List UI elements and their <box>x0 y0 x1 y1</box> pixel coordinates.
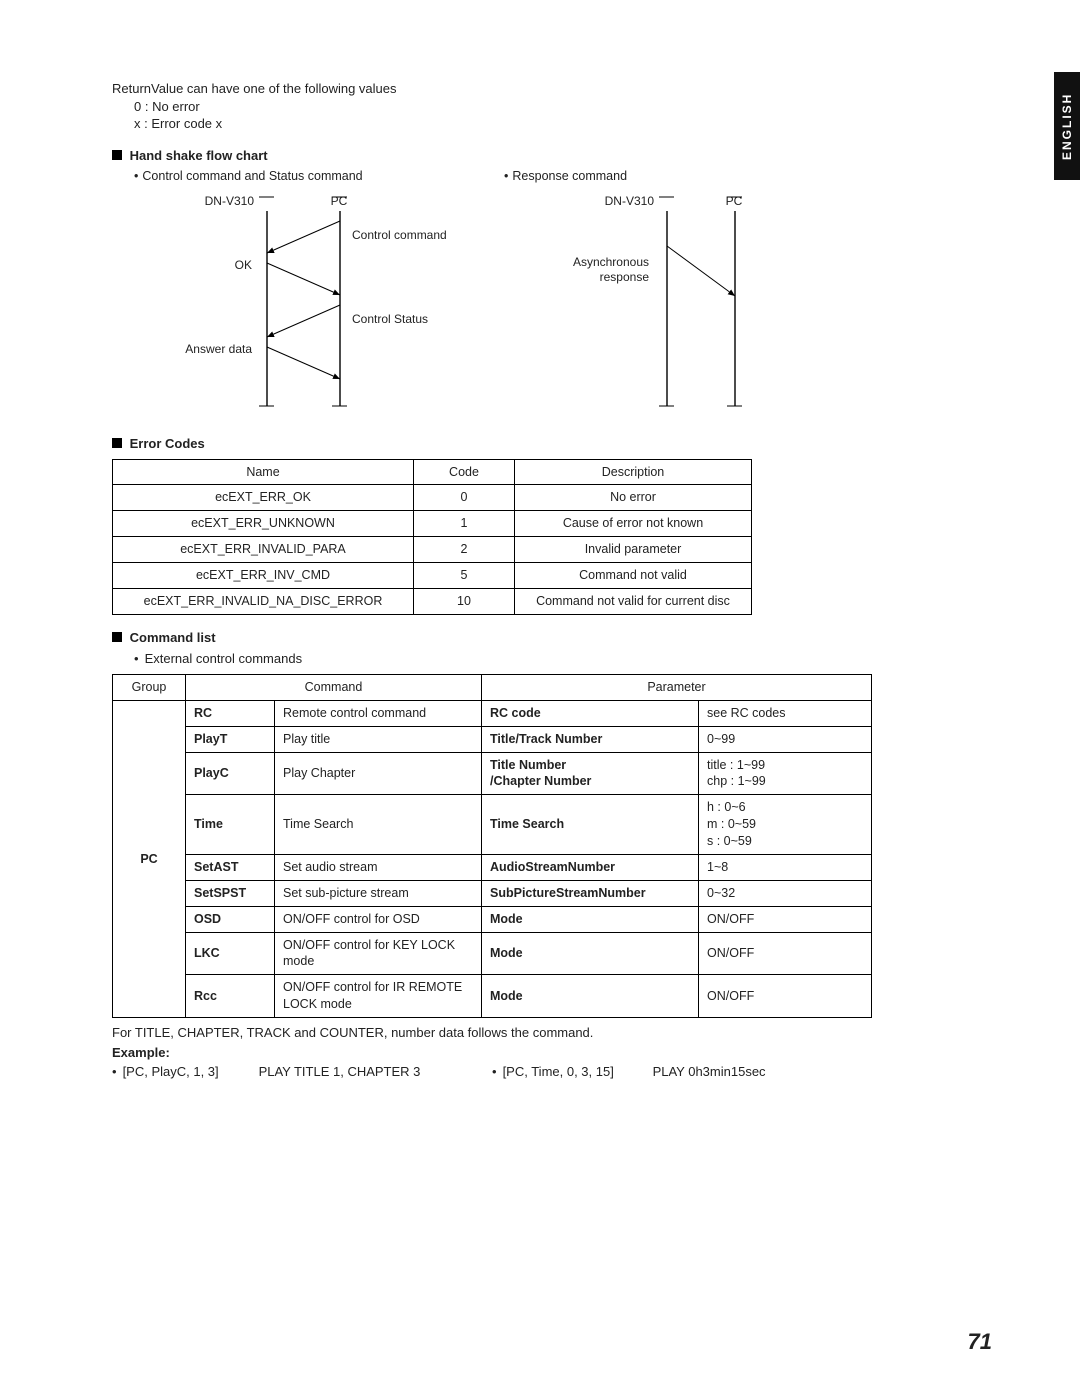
return-value-intro: ReturnValue can have one of the followin… <box>112 80 992 98</box>
table-row: PC RC Remote control command RC code see… <box>113 700 872 726</box>
col-group: Group <box>113 674 186 700</box>
hs-left-bullet: Control command and Status command <box>142 169 362 183</box>
table-row: SetSPST Set sub-picture stream SubPictur… <box>113 880 872 906</box>
section-handshake-label: Hand shake flow chart <box>130 148 268 163</box>
svg-text:Asynchronous: Asynchronous <box>573 255 649 269</box>
table-row: ecEXT_ERR_OK0No error <box>113 485 752 511</box>
svg-text:Control Status: Control Status <box>352 312 428 326</box>
language-tab: ENGLISH <box>1054 72 1080 180</box>
table-row: Group Command Parameter <box>113 674 872 700</box>
table-row: Rcc ON/OFF control for IR REMOTE LOCK mo… <box>113 975 872 1018</box>
col-command: Command <box>186 674 482 700</box>
example-left-desc: PLAY TITLE 1, CHAPTER 3 <box>259 1063 421 1081</box>
svg-text:response: response <box>600 270 650 284</box>
svg-text:DN-V310: DN-V310 <box>205 194 255 208</box>
table-row: OSD ON/OFF control for OSD Mode ON/OFF <box>113 906 872 932</box>
return-value-x: x : Error code x <box>134 115 992 133</box>
svg-text:PC: PC <box>726 194 743 208</box>
flow-right: DN-V310 PC Asynchronous response <box>504 191 804 421</box>
table-row: PlayT Play title Title/Track Number 0~99 <box>113 726 872 752</box>
svg-text:Answer data: Answer data <box>185 342 252 356</box>
col-desc: Description <box>515 459 752 485</box>
example-label: Example: <box>112 1044 992 1062</box>
svg-text:PC: PC <box>331 194 348 208</box>
svg-text:OK: OK <box>235 258 252 272</box>
page: ENGLISH ReturnValue can have one of the … <box>0 0 1080 1397</box>
flow-left: DN-V310 PC Control command OK Control St… <box>134 191 504 421</box>
section-handshake: Hand shake flow chart <box>112 147 992 165</box>
page-number: 71 <box>968 1327 992 1357</box>
example-right-desc: PLAY 0h3min15sec <box>653 1063 766 1081</box>
cmdlist-bullet: External control commands <box>145 650 303 668</box>
section-cmdlist: Command list <box>112 629 992 647</box>
section-errcodes: Error Codes <box>112 435 992 453</box>
follow-line: For TITLE, CHAPTER, TRACK and COUNTER, n… <box>112 1024 992 1042</box>
hs-right-bullet: Response command <box>512 169 627 183</box>
error-codes-table: Name Code Description ecEXT_ERR_OK0No er… <box>112 459 752 615</box>
svg-text:DN-V310: DN-V310 <box>605 194 655 208</box>
table-row: ecEXT_ERR_UNKNOWN1Cause of error not kno… <box>113 511 752 537</box>
table-row: PlayC Play Chapter Title Number /Chapter… <box>113 752 872 795</box>
example-left-cmd: [PC, PlayC, 1, 3] <box>123 1063 259 1081</box>
section-cmdlist-label: Command list <box>130 630 216 645</box>
command-list-table: Group Command Parameter PC RC Remote con… <box>112 674 872 1018</box>
table-row: LKC ON/OFF control for KEY LOCK mode Mod… <box>113 932 872 975</box>
table-row: Name Code Description <box>113 459 752 485</box>
col-parameter: Parameter <box>482 674 872 700</box>
section-errcodes-label: Error Codes <box>130 436 205 451</box>
example-right-cmd: [PC, Time, 0, 3, 15] <box>503 1063 653 1081</box>
table-row: ecEXT_ERR_INV_CMD5Command not valid <box>113 563 752 589</box>
table-row: SetAST Set audio stream AudioStreamNumbe… <box>113 854 872 880</box>
svg-text:Control command: Control command <box>352 228 447 242</box>
table-row: Time Time Search Time Search h : 0~6 m :… <box>113 795 872 855</box>
example-row: • [PC, PlayC, 1, 3] PLAY TITLE 1, CHAPTE… <box>112 1063 992 1081</box>
table-row: ecEXT_ERR_INVALID_NA_DISC_ERROR10Command… <box>113 588 752 614</box>
table-row: ecEXT_ERR_INVALID_PARA2Invalid parameter <box>113 537 752 563</box>
return-value-0: 0 : No error <box>134 98 992 116</box>
col-name: Name <box>113 459 414 485</box>
col-code: Code <box>414 459 515 485</box>
